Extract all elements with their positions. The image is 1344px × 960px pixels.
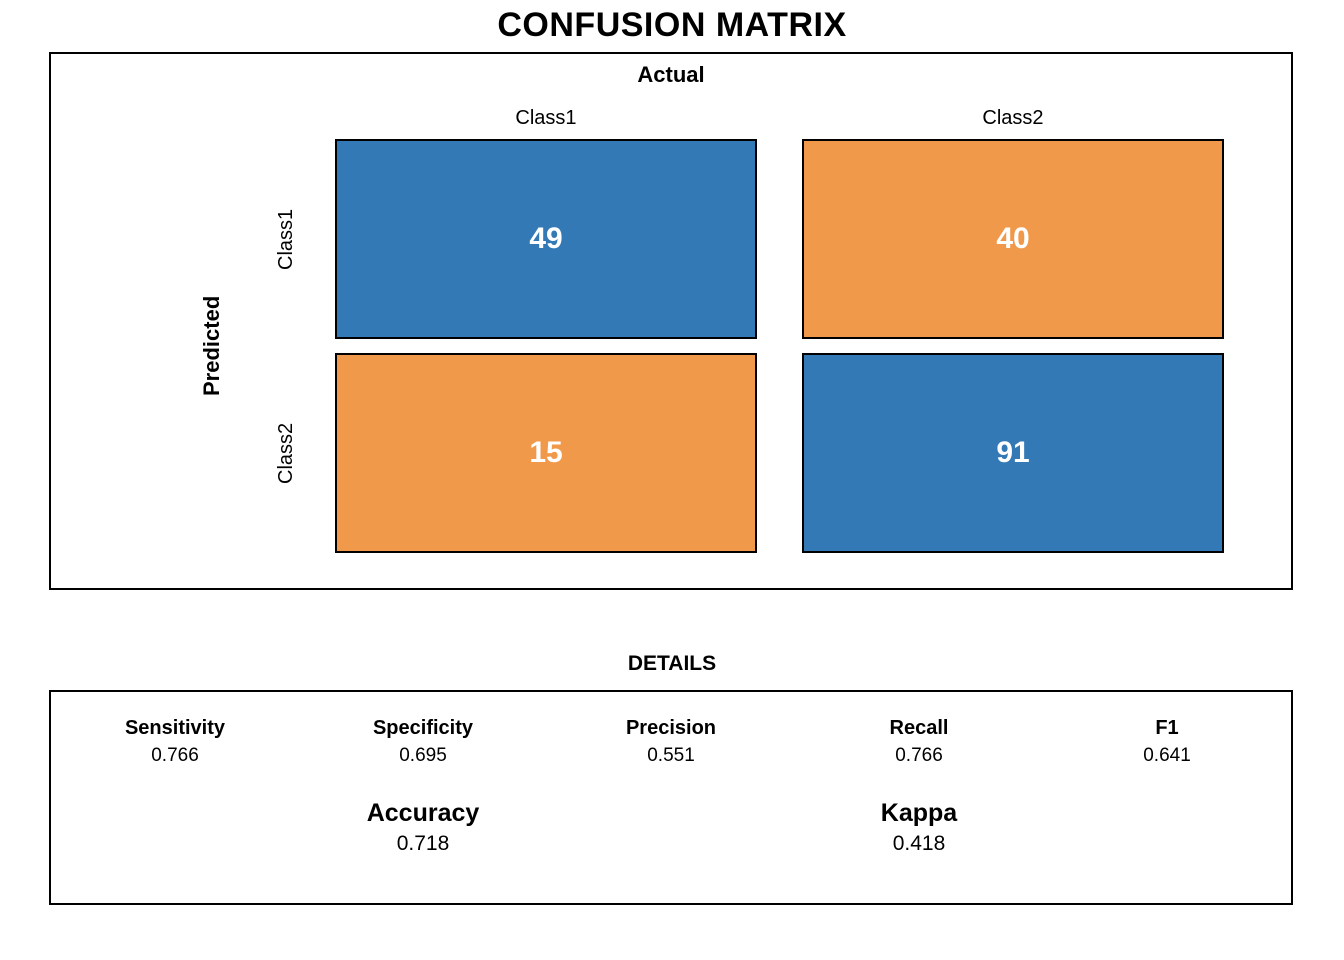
matrix-cell-pred-class1-actual-class2: 40 [802, 139, 1224, 339]
metric-label: Kappa [880, 799, 958, 827]
metric-sensitivity: Sensitivity 0.766 [51, 717, 299, 767]
metric-value: 0.766 [151, 745, 199, 766]
metric-label: F1 [1155, 717, 1179, 739]
matrix-panel: Actual Class1 Class2 Predicted Class1 Cl… [49, 52, 1293, 590]
metric-value: 0.766 [895, 745, 943, 766]
chart-title: CONFUSION MATRIX [497, 6, 847, 44]
metric-specificity: Specificity 0.695 [299, 717, 547, 767]
row-label-class2: Class2 [275, 422, 297, 484]
metric-value: 0.695 [399, 745, 447, 766]
row-label-class1: Class1 [275, 208, 297, 270]
metric-label: Recall [889, 717, 949, 739]
metric-value: 0.718 [396, 832, 450, 855]
metric-precision: Precision 0.551 [547, 717, 795, 767]
metric-value: 0.641 [1143, 745, 1191, 766]
metric-value: 0.418 [892, 832, 946, 855]
details-heading: DETAILS [627, 652, 717, 675]
metric-kappa: Kappa 0.418 [795, 799, 1043, 856]
metric-label: Sensitivity [124, 717, 226, 739]
actual-axis-label: Actual [637, 62, 705, 87]
column-label-class2: Class2 [982, 107, 1044, 129]
matrix-cell-pred-class2-actual-class2: 91 [802, 353, 1224, 553]
metric-value: 0.551 [647, 745, 695, 766]
details-panel: Sensitivity 0.766 Specificity 0.695 Prec… [49, 690, 1293, 905]
metric-accuracy: Accuracy 0.718 [299, 799, 547, 856]
summary-row: Accuracy 0.718 Kappa 0.418 [51, 799, 1291, 856]
metric-recall: Recall 0.766 [795, 717, 1043, 767]
metrics-row: Sensitivity 0.766 Specificity 0.695 Prec… [51, 717, 1291, 767]
metric-label: Accuracy [366, 799, 480, 827]
metric-label: Precision [625, 717, 717, 739]
column-label-class1: Class1 [515, 107, 577, 129]
matrix-cell-pred-class1-actual-class1: 49 [335, 139, 757, 339]
predicted-axis-label: Predicted [199, 295, 224, 397]
matrix-cell-pred-class2-actual-class1: 15 [335, 353, 757, 553]
metric-f1: F1 0.641 [1043, 717, 1291, 767]
metric-label: Specificity [372, 717, 474, 739]
